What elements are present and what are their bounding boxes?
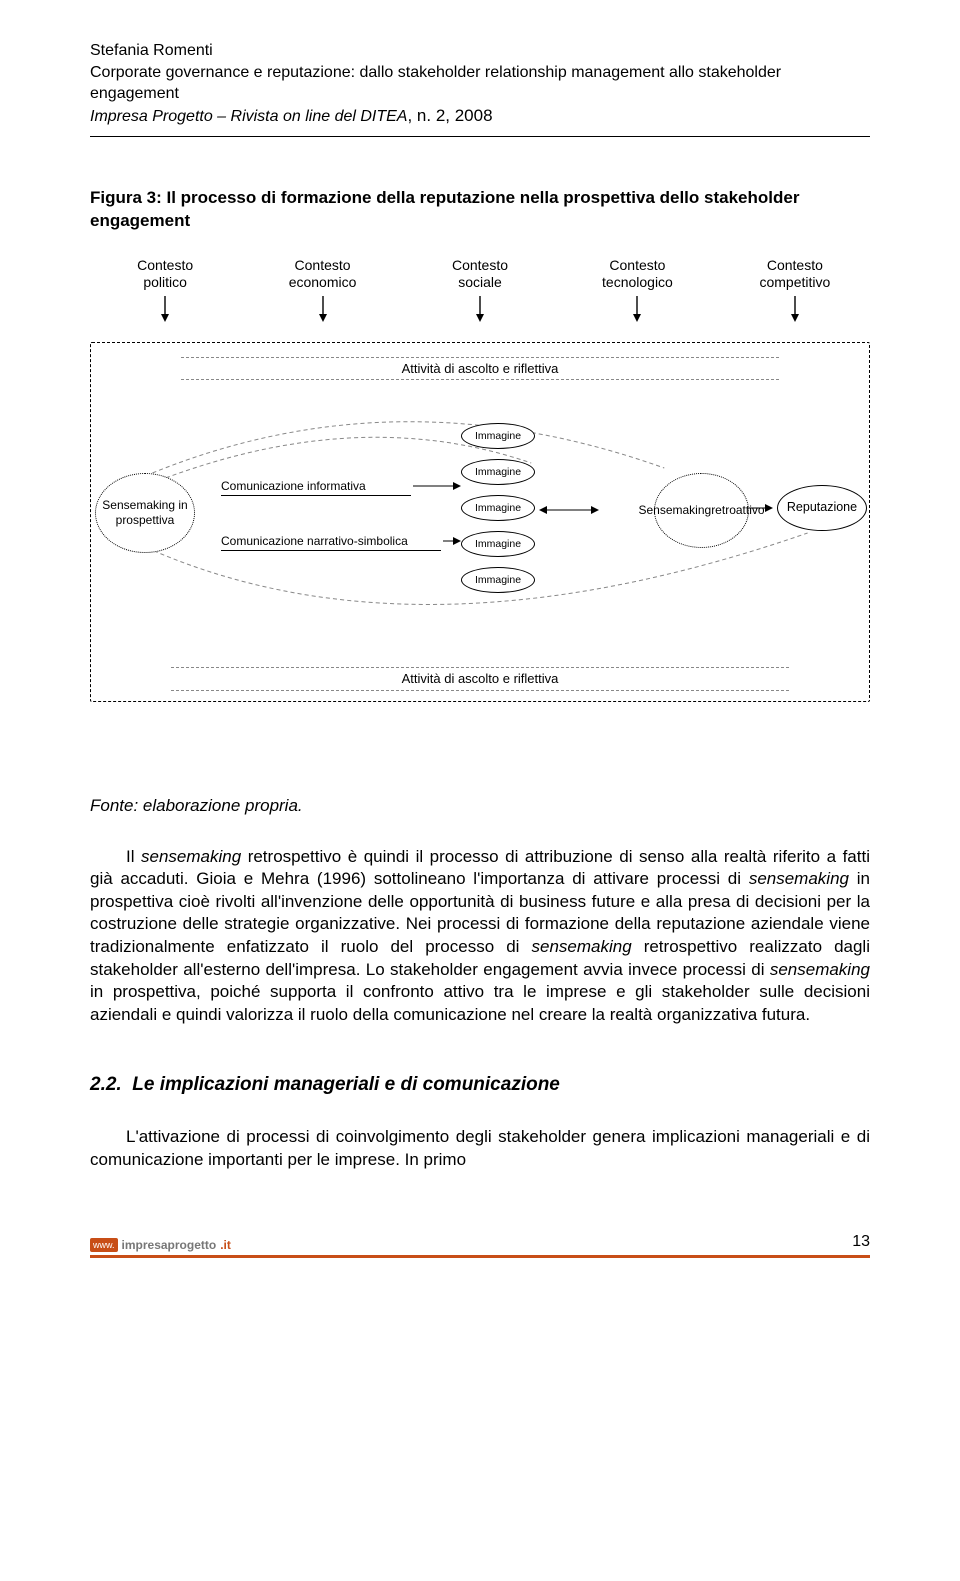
paper-title: Corporate governance e reputazione: dall… <box>90 62 870 105</box>
sensemaking-prospettiva-node: Sensemaking in prospettiva <box>95 473 195 553</box>
logo-suffix: .it <box>220 1237 231 1253</box>
context-tecnologico: Contesto tecnologico <box>568 257 706 322</box>
context-sociale: Contesto sociale <box>411 257 549 322</box>
arrow-down-icon <box>475 296 485 322</box>
immagine-node: Immagine <box>461 495 535 521</box>
immagine-node: Immagine <box>461 531 535 557</box>
arrow-down-icon <box>632 296 642 322</box>
arrow-down-icon <box>318 296 328 322</box>
journal-name: Impresa Progetto – Rivista on line del D… <box>90 108 407 125</box>
context-label-l1: Contesto <box>452 257 508 273</box>
journal-issue: , n. 2, 2008 <box>407 106 492 125</box>
flow-middle: Sensemaking in prospettiva Comunicazione… <box>91 413 869 633</box>
running-header: Stefania Romenti Corporate governance e … <box>90 40 870 128</box>
body-paragraph-2: L'attivazione di processi di coinvolgime… <box>90 1126 870 1171</box>
section-title: Le implicazioni manageriali e di comunic… <box>132 1074 560 1095</box>
body-paragraph-1: Il sensemaking retrospettivo è quindi il… <box>90 846 870 1027</box>
section-number: 2.2. <box>90 1074 122 1095</box>
process-box: Attività di ascolto e riflettiva Sensema… <box>90 342 870 702</box>
context-label-l2: sociale <box>458 274 502 290</box>
sensemaking-retro-l1: Sensemaking <box>638 503 711 517</box>
sensemaking-retroattivo-node: Sensemaking retroattivo <box>654 473 749 548</box>
paragraph-text: L'attivazione di processi di coinvolgime… <box>90 1126 870 1171</box>
arrow-down-icon <box>160 296 170 322</box>
reputazione-node: Reputazione <box>777 485 867 531</box>
context-label-l2: economico <box>289 274 357 290</box>
arrow-icon <box>413 481 461 491</box>
logo-text: impresaprogetto <box>122 1237 217 1253</box>
immagine-node: Immagine <box>461 567 535 593</box>
context-politico: Contesto politico <box>96 257 234 322</box>
arrow-icon <box>747 503 773 513</box>
figure-source: Fonte: elaborazione propria. <box>90 795 870 818</box>
context-label-l2: tecnologico <box>602 274 673 290</box>
arrow-icon <box>443 536 461 546</box>
author-name: Stefania Romenti <box>90 40 870 62</box>
footer-logo: www. impresaprogetto.it <box>90 1237 231 1253</box>
comunicazione-informativa-label: Comunicazione informativa <box>221 478 411 496</box>
comunicazione-narrativo-label: Comunicazione narrativo-simbolica <box>221 533 441 551</box>
arrow-down-icon <box>790 296 800 322</box>
logo-www: www. <box>90 1238 118 1252</box>
contexts-row: Contesto politico Contesto economico Con… <box>90 257 870 322</box>
header-divider <box>90 136 870 137</box>
context-label-l2: competitivo <box>759 274 830 290</box>
page-number: 13 <box>852 1231 870 1253</box>
immagine-node: Immagine <box>461 423 535 449</box>
sensemaking-prospettiva-label: Sensemaking in prospettiva <box>102 498 188 527</box>
context-economico: Contesto economico <box>253 257 391 322</box>
context-label-l1: Contesto <box>295 257 351 273</box>
double-arrow-icon <box>539 503 599 517</box>
immagine-node: Immagine <box>461 459 535 485</box>
attivita-bottom: Attività di ascolto e riflettiva <box>171 667 789 691</box>
reputazione-label: Reputazione <box>787 499 857 516</box>
figure-caption: Figura 3: Il processo di formazione dell… <box>90 187 870 233</box>
paragraph-text: Il sensemaking retrospettivo è quindi il… <box>90 846 870 1027</box>
context-competitivo: Contesto competitivo <box>726 257 864 322</box>
figure-diagram: Contesto politico Contesto economico Con… <box>90 257 870 757</box>
context-label-l1: Contesto <box>767 257 823 273</box>
context-label-l2: politico <box>143 274 187 290</box>
journal-line: Impresa Progetto – Rivista on line del D… <box>90 105 870 128</box>
section-heading: 2.2. Le implicazioni manageriali e di co… <box>90 1072 870 1098</box>
context-label-l1: Contesto <box>137 257 193 273</box>
page-footer: www. impresaprogetto.it 13 <box>90 1231 870 1258</box>
immagine-stack: Immagine Immagine Immagine Immagine Imma… <box>461 423 535 603</box>
context-label-l1: Contesto <box>609 257 665 273</box>
attivita-top: Attività di ascolto e riflettiva <box>181 357 779 381</box>
